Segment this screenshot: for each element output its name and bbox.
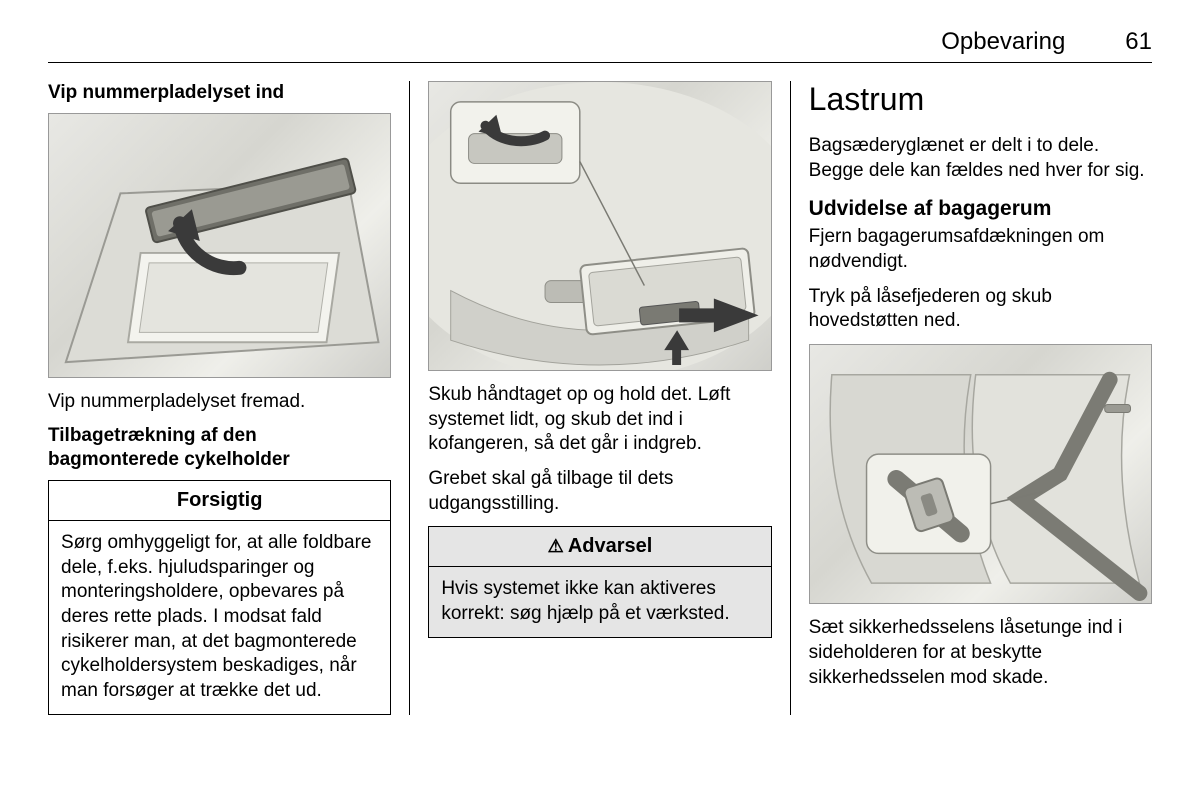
warning-title-text: Advarsel xyxy=(568,535,653,557)
col2-para1: Skub håndtaget op og hold det. Løft syst… xyxy=(428,383,771,457)
header-chapter: Opbevaring xyxy=(941,28,1065,56)
warning-body: Hvis systemet ikke kan aktiveres korrekt… xyxy=(429,567,770,636)
col1-heading2: Tilbagetrækning af den bagmonterede cyke… xyxy=(48,424,391,472)
col2-para2: Grebet skal gå tilbage til dets udgangss… xyxy=(428,467,771,516)
column-2: Skub håndtaget op og hold det. Løft syst… xyxy=(409,81,789,715)
col3-section-title: Lastrum xyxy=(809,81,1152,118)
page-header: Opbevaring 61 xyxy=(48,28,1152,63)
column-1: Vip nummerpladelyset ind Vip nummerplade… xyxy=(48,81,409,715)
warning-icon xyxy=(548,535,568,557)
figure-seatbelt-holder xyxy=(809,344,1152,604)
col3-para1: Bagsæderyglænet er delt i to dele. Begge… xyxy=(809,134,1152,183)
caution-box: Forsigtig Sørg omhyggeligt for, at alle … xyxy=(48,480,391,715)
page-number: 61 xyxy=(1125,28,1152,56)
caution-title: Forsigtig xyxy=(49,481,390,521)
col3-para4: Sæt sikkerhedsselens låsetunge ind i sid… xyxy=(809,616,1152,690)
figure-license-plate-light xyxy=(48,113,391,378)
column-3: Lastrum Bagsæderyglænet er delt i to del… xyxy=(790,81,1152,715)
col3-para3: Tryk på låsefjederen og skub hovedstøtte… xyxy=(809,285,1152,334)
col3-subheading: Udvidelse af bagagerum xyxy=(809,197,1152,221)
col3-para2: Fjern bagagerumsafdækningen om nødvendig… xyxy=(809,225,1152,274)
warning-title: Advarsel xyxy=(429,527,770,567)
col1-heading: Vip nummerpladelyset ind xyxy=(48,81,391,105)
figure-carrier-retract xyxy=(428,81,771,371)
warning-box: Advarsel Hvis systemet ikke kan aktivere… xyxy=(428,526,771,637)
content-columns: Vip nummerpladelyset ind Vip nummerplade… xyxy=(48,81,1152,715)
caution-body: Sørg omhyggeligt for, at alle foldbare d… xyxy=(49,521,390,714)
col1-caption: Vip nummerpladelyset fremad. xyxy=(48,390,391,415)
